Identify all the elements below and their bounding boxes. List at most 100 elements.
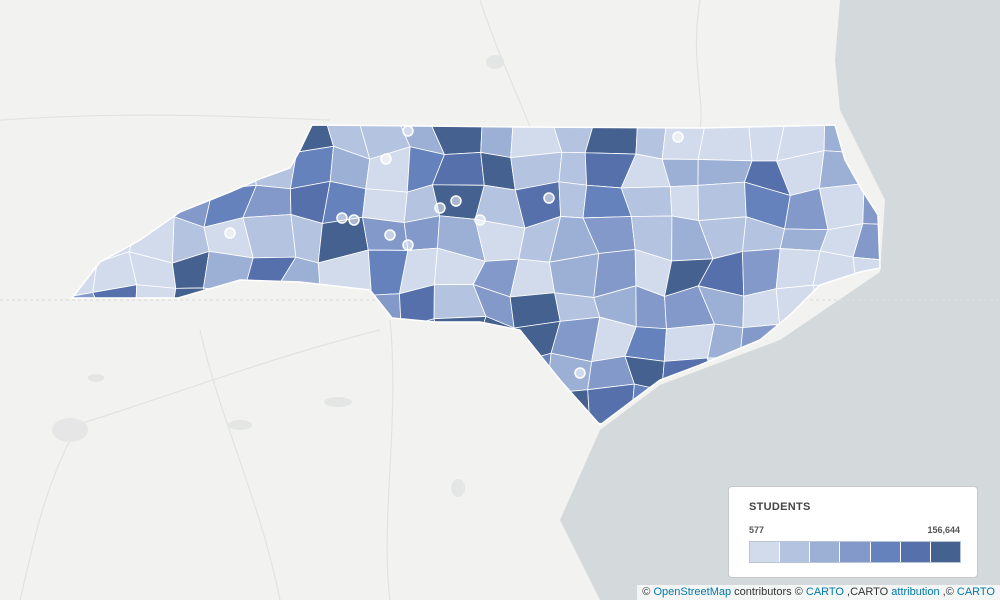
county[interactable] xyxy=(291,355,323,394)
attribution-link[interactable]: attribution xyxy=(891,586,940,598)
county[interactable] xyxy=(400,318,447,365)
county[interactable] xyxy=(167,422,221,468)
county[interactable] xyxy=(478,386,523,429)
county[interactable] xyxy=(54,253,98,299)
county[interactable] xyxy=(812,250,858,288)
county[interactable] xyxy=(94,185,142,221)
county[interactable] xyxy=(54,219,98,263)
school-markers xyxy=(224,125,684,379)
county[interactable] xyxy=(141,115,179,162)
county[interactable] xyxy=(279,282,335,332)
county[interactable] xyxy=(134,284,177,330)
county[interactable] xyxy=(90,157,142,194)
county[interactable] xyxy=(319,357,373,395)
county[interactable] xyxy=(96,422,138,466)
county[interactable] xyxy=(398,389,436,427)
county[interactable] xyxy=(507,387,563,429)
legend-swatch xyxy=(780,542,811,562)
county[interactable] xyxy=(472,359,523,388)
county[interactable] xyxy=(479,427,515,462)
county[interactable] xyxy=(242,282,284,332)
county[interactable] xyxy=(212,155,257,190)
county[interactable] xyxy=(558,181,588,219)
county[interactable] xyxy=(319,426,362,467)
county[interactable] xyxy=(103,319,139,365)
county[interactable] xyxy=(290,213,323,264)
county[interactable] xyxy=(431,386,481,427)
county[interactable] xyxy=(102,359,139,398)
county[interactable] xyxy=(134,324,173,366)
county[interactable] xyxy=(212,317,260,359)
legend-swatch xyxy=(750,542,781,562)
county[interactable] xyxy=(584,114,639,155)
county[interactable] xyxy=(852,223,903,261)
county[interactable] xyxy=(319,288,372,321)
county[interactable] xyxy=(513,352,552,395)
county[interactable] xyxy=(434,359,481,391)
legend: STUDENTS 577 156,644 xyxy=(728,486,978,578)
county[interactable] xyxy=(175,115,220,162)
county[interactable] xyxy=(96,396,138,430)
legend-scale xyxy=(749,541,961,563)
county[interactable] xyxy=(394,426,441,464)
county[interactable] xyxy=(136,359,181,398)
county[interactable] xyxy=(249,117,298,156)
county[interactable] xyxy=(175,160,218,190)
county[interactable] xyxy=(55,319,106,365)
county[interactable] xyxy=(213,353,260,397)
county[interactable] xyxy=(398,352,447,393)
county[interactable] xyxy=(365,352,404,395)
legend-swatch xyxy=(930,542,960,562)
county[interactable] xyxy=(508,428,562,467)
county[interactable] xyxy=(256,317,293,357)
county[interactable] xyxy=(669,184,700,222)
county[interactable] xyxy=(53,349,104,398)
county[interactable] xyxy=(362,188,408,224)
county[interactable] xyxy=(282,319,336,360)
attribution-link[interactable]: CARTO xyxy=(956,586,995,598)
county[interactable] xyxy=(697,159,753,186)
attribution-text: ,CARTO xyxy=(847,586,889,598)
legend-swatch xyxy=(810,542,841,562)
county[interactable] xyxy=(250,151,298,190)
county[interactable] xyxy=(697,119,753,162)
state-outline xyxy=(70,124,881,427)
county[interactable] xyxy=(280,386,327,426)
legend-title: STUDENTS xyxy=(749,501,811,513)
county[interactable] xyxy=(53,152,99,194)
county[interactable] xyxy=(280,421,327,467)
county[interactable] xyxy=(202,287,258,322)
county[interactable] xyxy=(140,160,179,188)
attribution-link[interactable]: CARTO xyxy=(805,586,844,598)
county[interactable] xyxy=(212,387,257,424)
county[interactable] xyxy=(779,228,829,252)
county[interactable] xyxy=(432,426,486,463)
county[interactable] xyxy=(135,422,183,468)
county[interactable] xyxy=(53,189,99,223)
county[interactable] xyxy=(433,316,487,364)
county[interactable] xyxy=(480,151,516,191)
legend-min: 577 xyxy=(749,525,765,535)
legend-max: 156,644 xyxy=(927,525,960,535)
county[interactable] xyxy=(321,386,367,432)
county[interactable] xyxy=(249,392,293,423)
attribution-text: ,© xyxy=(942,586,954,598)
county[interactable] xyxy=(697,181,747,221)
county[interactable] xyxy=(635,116,668,160)
county[interactable] xyxy=(51,113,96,159)
county[interactable] xyxy=(370,318,404,359)
attribution-link[interactable]: OpenStreetMap xyxy=(653,586,732,598)
county[interactable] xyxy=(546,389,591,428)
county[interactable] xyxy=(90,113,142,162)
county[interactable] xyxy=(135,396,181,425)
county[interactable] xyxy=(361,391,404,432)
county[interactable] xyxy=(168,320,222,366)
county[interactable] xyxy=(140,185,179,218)
county[interactable] xyxy=(663,323,715,362)
county[interactable] xyxy=(248,420,282,464)
county[interactable] xyxy=(558,151,588,186)
county[interactable] xyxy=(355,427,402,463)
county[interactable] xyxy=(216,115,252,162)
